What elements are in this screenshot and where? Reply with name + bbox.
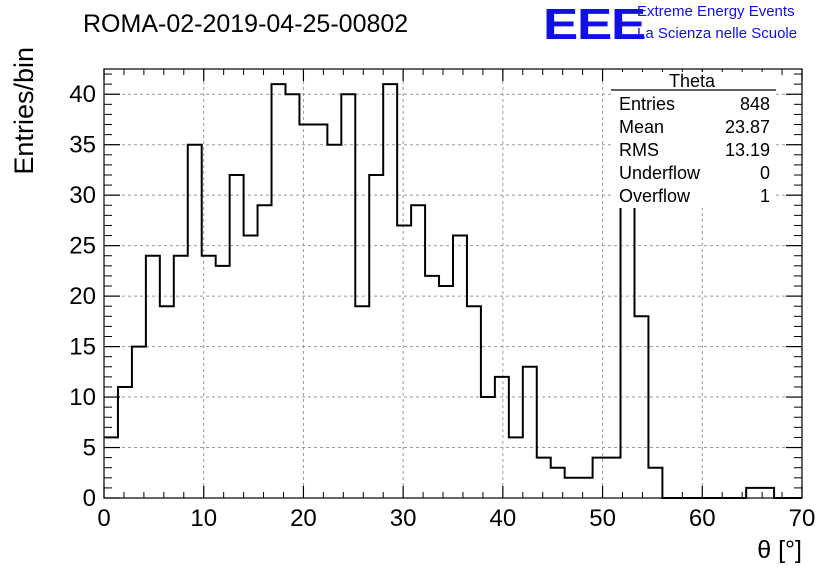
y-axis-label: Entries/bin (9, 47, 39, 175)
histogram-line (104, 83, 802, 499)
stats-row-label: Overflow (619, 186, 691, 206)
x-tick-label: 50 (589, 505, 616, 532)
x-tick-label: 20 (290, 505, 317, 532)
stats-row-label: Mean (619, 117, 664, 137)
logo-subtitle-line1: Extreme Energy Events (637, 3, 795, 20)
x-tick-label: 40 (490, 505, 517, 532)
x-tick-label: 10 (190, 505, 217, 532)
y-tick-label: 15 (69, 334, 96, 361)
stats-box-title: Theta (669, 71, 716, 91)
x-tick-label: 0 (97, 505, 110, 532)
y-tick-label: 20 (69, 283, 96, 310)
stats-row-label: Entries (619, 94, 675, 114)
stats-row-label: RMS (619, 140, 659, 160)
y-tick-label: 35 (69, 132, 96, 159)
x-axis-label: θ [°] (757, 536, 802, 564)
stats-box: Theta Entries 848 Mean 23.87 RMS 13.19 Underfl… (611, 71, 776, 208)
y-tick-label: 30 (69, 182, 96, 209)
y-tick-label: 0 (83, 485, 96, 512)
plot-frame (103, 68, 803, 499)
stats-box-background (611, 72, 776, 208)
run-title: ROMA-02-2019-04-25-00802 (83, 10, 409, 38)
logo-subtitle-line2: La Scienza nelle Scuole (637, 25, 798, 42)
stats-row-value: 848 (740, 94, 770, 114)
x-tick-label: 60 (689, 505, 716, 532)
stats-row-value: 1 (760, 186, 770, 206)
stats-row-label: Underflow (619, 163, 701, 183)
eee-logo: EEE (543, 0, 646, 49)
stats-row-value: 13.19 (725, 140, 770, 160)
y-tick-label: 40 (69, 81, 96, 108)
x-tick-label: 70 (789, 505, 816, 532)
y-tick-label: 25 (69, 233, 96, 260)
x-tick-label: 30 (390, 505, 417, 532)
y-tick-label: 10 (69, 384, 96, 411)
stats-row-value: 23.87 (725, 117, 770, 137)
y-tick-label: 5 (83, 435, 96, 462)
stats-row-value: 0 (760, 163, 770, 183)
